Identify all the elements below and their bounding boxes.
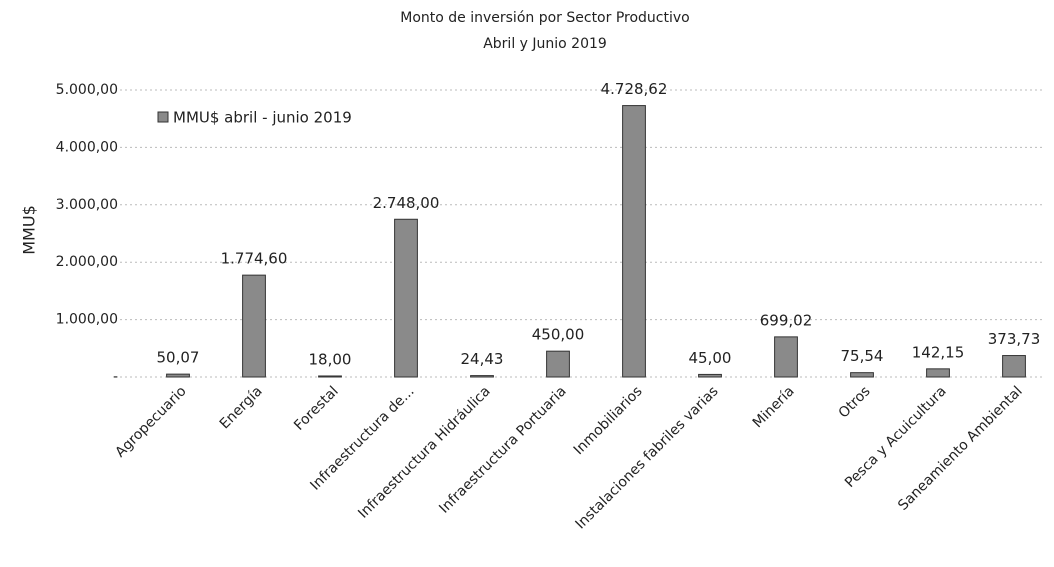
x-tick-label: Inmobiliarios: [571, 383, 646, 458]
data-label: 45,00: [689, 349, 732, 367]
bar: [394, 218, 418, 378]
y-tick-label: 3.000,00: [56, 197, 118, 213]
x-tick-label: Forestal: [291, 383, 342, 434]
data-label: 4.728,62: [601, 80, 668, 98]
data-label: 2.748,00: [373, 194, 440, 212]
x-tick-label: Minería: [750, 383, 798, 431]
bar: [622, 105, 646, 378]
legend-label: MMU$ abril - junio 2019: [173, 109, 352, 127]
x-tick-label: Agropecuario: [112, 383, 189, 460]
data-label: 24,43: [461, 350, 504, 368]
data-label: 450,00: [532, 326, 585, 344]
chart-title: Monto de inversión por Sector Productivo: [400, 10, 689, 26]
chart-subtitle: Abril y Junio 2019: [483, 36, 607, 52]
bar: [242, 274, 266, 378]
x-tick-label: Otros: [836, 383, 874, 421]
bar: [698, 373, 722, 378]
bar: [850, 372, 874, 378]
bar: [774, 336, 798, 378]
bar: [546, 350, 570, 378]
data-label: 1.774,60: [221, 250, 288, 268]
bar: [926, 368, 950, 378]
y-tick-label: 5.000,00: [56, 82, 118, 98]
bar: [470, 375, 494, 378]
y-tick-label: -: [113, 369, 118, 385]
y-tick-label: 4.000,00: [56, 139, 118, 155]
x-tick-label: Saneamiento Ambiental: [895, 383, 1025, 513]
data-label: 18,00: [309, 350, 352, 368]
y-tick-label: 2.000,00: [56, 254, 118, 270]
x-tick-label: Instalaciones fabriles varias: [573, 383, 722, 532]
data-label: 142,15: [912, 343, 965, 361]
bar: [166, 373, 190, 378]
y-axis-label: MMU$: [20, 205, 39, 255]
data-label: 699,02: [760, 311, 813, 329]
data-label: 75,54: [841, 347, 884, 365]
x-tick-label: Infraestructura Hidráulica: [355, 383, 493, 521]
data-label: 373,73: [988, 330, 1041, 348]
x-tick-label: Infraestructura Portuaria: [436, 383, 569, 516]
x-tick-label: Energía: [217, 383, 266, 432]
y-tick-label: 1.000,00: [56, 312, 118, 328]
bar: [318, 375, 342, 378]
data-label: 50,07: [157, 349, 200, 367]
bar: [1002, 355, 1026, 378]
legend-swatch: [157, 111, 169, 123]
